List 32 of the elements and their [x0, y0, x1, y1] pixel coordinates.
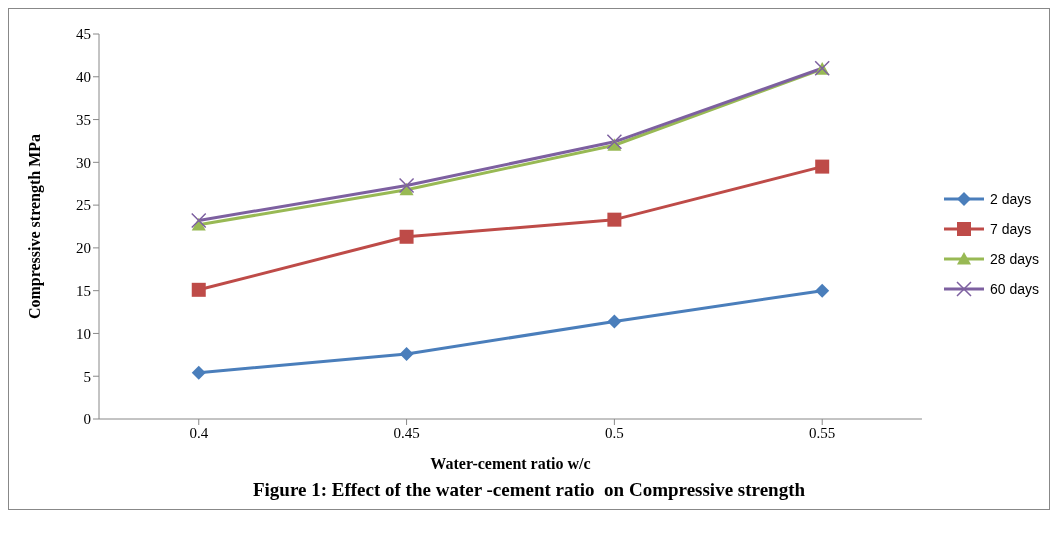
y-tick-label: 5 — [83, 368, 91, 385]
point — [607, 314, 622, 329]
x-axis-title: Water-cement ratio w/c — [430, 455, 591, 472]
y-tick-label: 10 — [76, 325, 91, 342]
point — [191, 212, 207, 229]
y-tick-label: 35 — [76, 111, 91, 128]
point — [399, 346, 414, 361]
point — [607, 212, 622, 227]
point — [398, 177, 415, 194]
point — [606, 134, 623, 150]
y-axis-title: Compressive strength MPa — [25, 133, 44, 320]
y-tick-label: 0 — [83, 411, 91, 428]
y-tick-label: 45 — [76, 26, 91, 43]
point — [815, 159, 830, 174]
y-tick-label: 20 — [76, 240, 91, 257]
caption: Figure 1: Effect of the water -cement ratio on Compressive strength — [251, 479, 807, 502]
x-tick-label: 0.5 — [605, 424, 624, 441]
legend-label: 60 days — [989, 281, 1039, 297]
legend-label: 7 days — [989, 221, 1032, 237]
point — [191, 365, 206, 380]
y-tick-label: 40 — [76, 69, 91, 86]
point — [815, 283, 830, 298]
legend-label: 2 days — [989, 191, 1032, 207]
y-tick-label: 30 — [76, 154, 91, 171]
point — [399, 229, 414, 244]
y-tick-label: 25 — [76, 197, 91, 214]
x-tick-label: 0.4 — [189, 424, 209, 441]
y-tick-label: 15 — [76, 282, 91, 299]
legend-label: 28 days — [989, 251, 1039, 267]
x-tick-label: 0.55 — [809, 424, 836, 441]
x-tick-label: 0.45 — [393, 424, 420, 441]
point — [191, 282, 206, 297]
